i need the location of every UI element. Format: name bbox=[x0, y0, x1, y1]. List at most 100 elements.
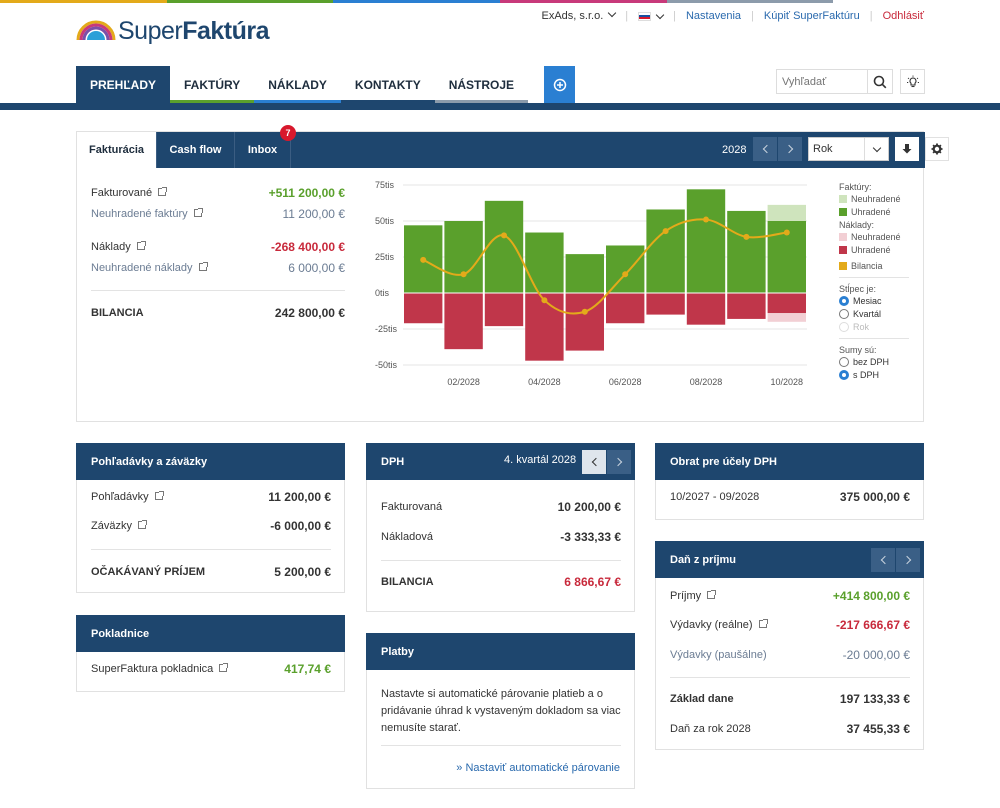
bar-expense-paid bbox=[646, 293, 685, 315]
setup-auto-matching-link[interactable]: » Nastaviť automatické párovanie bbox=[456, 762, 620, 774]
tax-base-value: 197 133,33 € bbox=[839, 692, 910, 706]
balance-point bbox=[581, 308, 588, 315]
cash-register-label[interactable]: SuperFaktura pokladnica bbox=[91, 663, 229, 675]
legend-invoice-paid: Uhradené bbox=[839, 207, 909, 217]
liabilities-label[interactable]: Záväzky bbox=[91, 520, 147, 532]
nav-item-tools[interactable]: NÁSTROJE bbox=[434, 66, 529, 103]
inbox-count-badge: 7 bbox=[280, 125, 296, 141]
invoiced-label[interactable]: Fakturované bbox=[91, 187, 168, 199]
bar-expense-paid bbox=[727, 293, 766, 319]
turnover-value: 375 000,00 € bbox=[839, 490, 910, 504]
expected-income-row: OČAKÁVANÝ PRÍJEM 5 200,00 € bbox=[91, 565, 331, 579]
nav-item-contacts[interactable]: KONTAKTY bbox=[340, 66, 435, 103]
x-tick-label: 08/2028 bbox=[690, 377, 723, 387]
x-tick-label: 06/2028 bbox=[609, 377, 642, 387]
vat-prev-button[interactable] bbox=[582, 450, 606, 474]
logout-link[interactable]: Odhlásiť bbox=[882, 10, 924, 22]
tax-next-button[interactable] bbox=[896, 548, 920, 572]
add-button[interactable] bbox=[544, 66, 576, 103]
bar-invoice-paid bbox=[686, 189, 726, 293]
legend-invoices-heading: Faktúry: bbox=[839, 182, 872, 192]
expected-income-value: 5 200,00 € bbox=[274, 565, 331, 579]
unpaid-invoices-label[interactable]: Neuhradené faktúry bbox=[91, 208, 203, 220]
tab-label: Fakturácia bbox=[88, 144, 145, 156]
tax-base-row: Základ dane 197 133,33 € bbox=[670, 692, 910, 706]
chevron-right-icon bbox=[784, 144, 793, 154]
nav-item-expenses[interactable]: NÁKLADY bbox=[254, 66, 341, 103]
vat-expense-label: Nákladová bbox=[381, 531, 433, 543]
radio-month[interactable]: Mesiac bbox=[839, 296, 909, 306]
tab-inbox[interactable]: Inbox bbox=[235, 132, 291, 168]
year-label: 2028 bbox=[722, 144, 747, 156]
nav-label: NÁSTROJE bbox=[448, 77, 515, 92]
divider bbox=[381, 560, 621, 561]
next-year-button[interactable] bbox=[778, 137, 802, 161]
bar-invoice-paid bbox=[727, 210, 766, 293]
radio-quarter[interactable]: Kvartál bbox=[839, 309, 909, 319]
divider bbox=[670, 677, 910, 678]
language-selector[interactable] bbox=[638, 10, 665, 21]
legend-expenses-heading: Náklady: bbox=[839, 220, 875, 230]
legend-invoice-unpaid: Neuhradené bbox=[839, 194, 909, 204]
unpaid-invoices-row: Neuhradené faktúry 11 200,00 € bbox=[91, 207, 345, 221]
card-title: Platby bbox=[366, 633, 635, 670]
prev-year-button[interactable] bbox=[753, 137, 777, 161]
balance-point bbox=[783, 229, 790, 236]
radio-with-vat[interactable]: s DPH bbox=[839, 370, 909, 380]
company-name: ExAds, s.r.o. bbox=[541, 10, 604, 22]
income-tax-card: Daň z príjmu Príjmy +414 800,00 € Výdavk… bbox=[655, 541, 924, 750]
expenses-row: Náklady -268 400,00 € bbox=[91, 240, 345, 254]
radio-without-vat[interactable]: bez DPH bbox=[839, 357, 909, 367]
gear-icon bbox=[931, 143, 943, 155]
overview-panel: Fakturácia Cash flow Inbox 7 2028 Rok Fa… bbox=[76, 125, 949, 422]
divider bbox=[381, 745, 621, 746]
vat-invoiced-label: Fakturovaná bbox=[381, 501, 443, 513]
flat-expenses-row: Výdavky (paušálne) -20 000,00 € bbox=[670, 648, 910, 662]
real-expenses-row: Výdavky (reálne) -217 666,67 € bbox=[670, 618, 910, 632]
nav-item-invoices[interactable]: FAKTÚRY bbox=[170, 66, 255, 103]
logo[interactable]: Super Faktúra bbox=[76, 16, 270, 46]
tab-cashflow[interactable]: Cash flow bbox=[157, 132, 235, 168]
nav-label: FAKTÚRY bbox=[184, 77, 241, 92]
income-value: +414 800,00 € bbox=[832, 589, 910, 603]
external-link-icon bbox=[707, 590, 717, 599]
unpaid-expenses-label[interactable]: Neuhradené náklady bbox=[91, 262, 208, 274]
receivables-label[interactable]: Pohľadávky bbox=[91, 491, 164, 503]
expenses-label[interactable]: Náklady bbox=[91, 241, 146, 253]
chevron-right-icon bbox=[613, 457, 622, 467]
bar-expense-paid bbox=[565, 293, 604, 351]
legend-expense-paid: Uhradené bbox=[839, 245, 909, 255]
real-expenses-label[interactable]: Výdavky (reálne) bbox=[670, 619, 768, 631]
overview-bar-chart: 75tis 50tis 25tis 0tis -25tis -50tis 02/2028 04… bbox=[375, 180, 807, 387]
y-tick-label: 75tis bbox=[375, 180, 395, 190]
overview-tabbar: Fakturácia Cash flow Inbox 7 2028 Rok bbox=[77, 125, 925, 168]
unpaid-invoices-value: 11 200,00 € bbox=[282, 207, 345, 221]
bar-invoice-paid bbox=[606, 245, 645, 293]
search-input[interactable] bbox=[776, 69, 868, 94]
x-tick-label: 02/2028 bbox=[447, 377, 480, 387]
cash-register-value: 417,74 € bbox=[284, 662, 331, 676]
company-selector[interactable]: ExAds, s.r.o. bbox=[541, 8, 617, 22]
download-button[interactable] bbox=[895, 137, 919, 161]
tab-invoicing[interactable]: Fakturácia bbox=[77, 132, 157, 168]
divider bbox=[839, 277, 909, 278]
income-label[interactable]: Príjmy bbox=[670, 590, 717, 602]
settings-link[interactable]: Nastavenia bbox=[685, 10, 742, 22]
card-title: Pohľadávky a záväzky bbox=[76, 443, 345, 480]
external-link-icon bbox=[219, 663, 229, 672]
buy-link[interactable]: Kúpiť SuperFaktúru bbox=[763, 10, 860, 22]
balance-row: BILANCIA 242 800,00 € bbox=[91, 306, 345, 320]
tips-button[interactable] bbox=[900, 69, 925, 94]
nav-underline bbox=[254, 100, 341, 103]
balance-point bbox=[622, 271, 629, 278]
period-select[interactable]: Rok bbox=[808, 137, 889, 161]
tax-prev-button[interactable] bbox=[871, 548, 895, 572]
nav-item-overview[interactable]: PREHĽADY bbox=[76, 66, 171, 103]
bar-expense-paid bbox=[767, 293, 806, 314]
payments-card: Platby Nastavte si automatické párovanie… bbox=[366, 633, 635, 789]
settings-button[interactable] bbox=[925, 137, 949, 161]
vat-title: DPH bbox=[381, 455, 405, 468]
search-button[interactable] bbox=[868, 69, 893, 94]
bar-expense-paid bbox=[484, 293, 524, 327]
vat-next-button[interactable] bbox=[607, 450, 631, 474]
